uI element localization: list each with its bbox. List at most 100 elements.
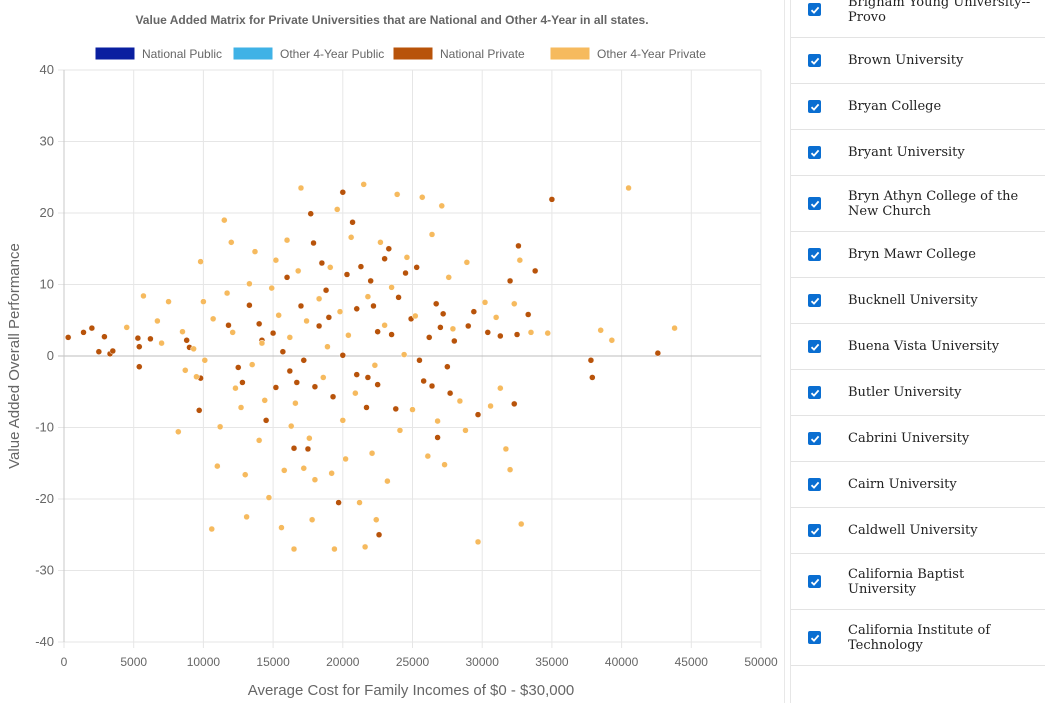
data-point[interactable]	[101, 333, 108, 340]
legend-item[interactable]: Other 4-Year Private	[549, 46, 706, 61]
data-point[interactable]	[353, 305, 360, 313]
data-point[interactable]	[388, 331, 395, 338]
data-point[interactable]	[438, 202, 446, 210]
data-point[interactable]	[315, 295, 323, 303]
data-point[interactable]	[439, 310, 447, 318]
data-point[interactable]	[470, 308, 478, 315]
data-point[interactable]	[434, 417, 441, 425]
data-point[interactable]	[306, 434, 313, 442]
data-point[interactable]	[347, 234, 355, 241]
checkbox[interactable]	[808, 248, 821, 261]
data-point[interactable]	[403, 254, 411, 261]
data-point[interactable]	[269, 329, 277, 337]
data-point[interactable]	[375, 531, 383, 538]
data-point[interactable]	[225, 322, 232, 329]
data-point[interactable]	[353, 371, 360, 378]
data-point[interactable]	[248, 361, 256, 368]
data-point[interactable]	[381, 322, 388, 329]
data-point[interactable]	[654, 349, 662, 357]
data-point[interactable]	[80, 329, 87, 336]
data-point[interactable]	[258, 339, 266, 347]
data-point[interactable]	[325, 314, 333, 321]
list-item[interactable]: Bryan College	[791, 84, 1045, 130]
data-point[interactable]	[123, 324, 130, 331]
data-point[interactable]	[190, 345, 197, 353]
data-point[interactable]	[392, 405, 400, 413]
data-point[interactable]	[420, 377, 427, 385]
data-point[interactable]	[279, 348, 287, 355]
data-point[interactable]	[136, 363, 143, 370]
data-point[interactable]	[400, 351, 408, 358]
list-item[interactable]: Bucknell University	[791, 278, 1045, 324]
data-point[interactable]	[300, 357, 308, 364]
data-point[interactable]	[175, 428, 182, 436]
data-point[interactable]	[208, 525, 216, 533]
data-point[interactable]	[308, 516, 316, 523]
data-point[interactable]	[292, 399, 299, 407]
data-point[interactable]	[444, 363, 451, 370]
data-point[interactable]	[235, 364, 242, 371]
list-item[interactable]: Bryn Athyn College of the New Church	[791, 176, 1045, 232]
data-point[interactable]	[377, 239, 384, 246]
data-point[interactable]	[303, 317, 310, 325]
data-point[interactable]	[147, 335, 154, 343]
data-point[interactable]	[361, 543, 369, 551]
data-point[interactable]	[395, 294, 402, 301]
data-point[interactable]	[506, 466, 514, 473]
data-point[interactable]	[441, 461, 448, 468]
data-point[interactable]	[255, 320, 263, 328]
list-item[interactable]: Brigham Young University--Provo	[791, 0, 1045, 38]
data-point[interactable]	[221, 216, 228, 224]
data-point[interactable]	[597, 327, 604, 334]
data-point[interactable]	[200, 298, 207, 305]
checkbox[interactable]	[808, 100, 821, 113]
data-point[interactable]	[324, 343, 331, 350]
checkbox[interactable]	[808, 432, 821, 445]
data-point[interactable]	[437, 324, 444, 331]
checkbox[interactable]	[808, 54, 821, 67]
data-point[interactable]	[294, 267, 302, 275]
university-filter-list[interactable]: Brigham Young University--Provo Brown Uni…	[790, 0, 1045, 703]
data-point[interactable]	[158, 339, 165, 347]
checkbox[interactable]	[808, 478, 821, 491]
data-point[interactable]	[229, 329, 236, 336]
data-point[interactable]	[339, 352, 347, 359]
data-point[interactable]	[243, 513, 250, 521]
data-point[interactable]	[513, 331, 521, 338]
data-point[interactable]	[434, 434, 441, 441]
data-point[interactable]	[322, 286, 330, 294]
data-point[interactable]	[272, 384, 280, 391]
data-point[interactable]	[502, 445, 510, 453]
data-point[interactable]	[265, 494, 273, 501]
data-point[interactable]	[432, 300, 440, 308]
data-point[interactable]	[342, 455, 349, 463]
data-point[interactable]	[484, 329, 492, 336]
checkbox[interactable]	[808, 197, 821, 210]
data-point[interactable]	[402, 269, 409, 277]
data-point[interactable]	[246, 280, 253, 288]
data-point[interactable]	[331, 545, 338, 553]
data-point[interactable]	[374, 328, 381, 335]
data-point[interactable]	[311, 476, 319, 483]
data-point[interactable]	[608, 337, 616, 344]
data-point[interactable]	[524, 311, 532, 318]
data-point[interactable]	[261, 397, 268, 404]
checkbox[interactable]	[808, 631, 821, 644]
data-point[interactable]	[424, 452, 432, 460]
data-point[interactable]	[671, 324, 678, 332]
data-point[interactable]	[373, 516, 380, 523]
data-point[interactable]	[320, 374, 327, 381]
data-point[interactable]	[474, 411, 482, 418]
data-point[interactable]	[333, 206, 341, 213]
data-point[interactable]	[527, 329, 535, 336]
data-point[interactable]	[339, 417, 347, 424]
data-point[interactable]	[197, 258, 204, 265]
data-point[interactable]	[95, 348, 103, 355]
data-point[interactable]	[275, 311, 282, 319]
data-point[interactable]	[201, 357, 209, 364]
data-point[interactable]	[329, 393, 337, 401]
data-point[interactable]	[396, 427, 404, 434]
list-item[interactable]: Bryn Mawr College	[791, 232, 1045, 278]
data-point[interactable]	[239, 379, 246, 386]
data-point[interactable]	[154, 317, 161, 325]
